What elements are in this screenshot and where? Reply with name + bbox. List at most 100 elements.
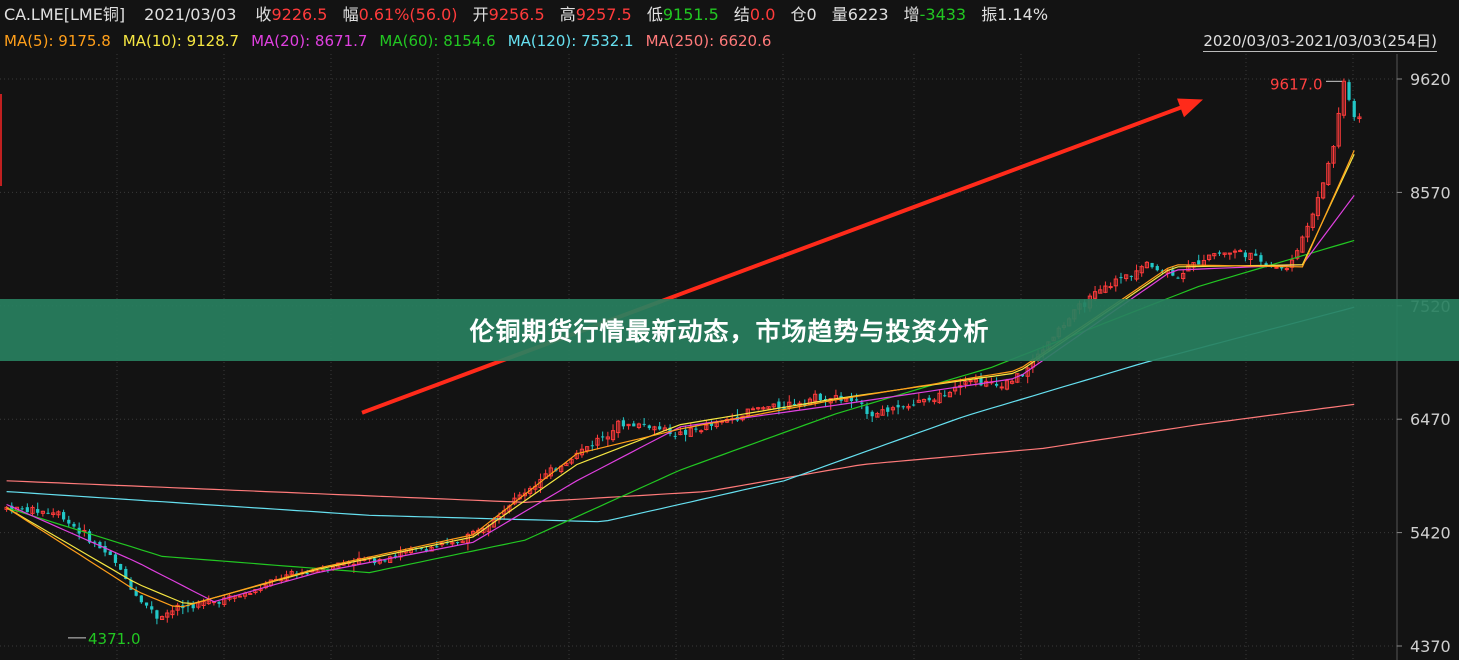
open-value: 9256.5 [488, 5, 545, 24]
candle-body [999, 386, 1004, 389]
candle-body [968, 380, 973, 383]
candle-body [994, 383, 999, 386]
candle-body [56, 511, 61, 516]
candle-body [113, 554, 118, 563]
candle-body [522, 492, 528, 497]
candle-body [248, 593, 253, 596]
banner-title: 伦铜期货行情最新动态，市场趋势与投资分析 [469, 317, 990, 346]
change-value: 0.61%(56.0) [358, 5, 458, 24]
candle-body [1144, 261, 1149, 269]
candle-body [1227, 252, 1232, 255]
candle-body [206, 600, 211, 605]
candle-body [372, 558, 377, 564]
candle-body [30, 506, 35, 514]
trend-arrow-head [1177, 98, 1203, 118]
candle-body [1004, 380, 1010, 390]
y-tick-label: 5420 [1410, 524, 1451, 543]
candle-body [647, 425, 651, 429]
candle-body [1176, 277, 1180, 279]
candle-body [1243, 252, 1247, 258]
candle-body [1217, 252, 1222, 254]
title-banner: 伦铜期货行情最新动态，市场趋势与投资分析 [0, 299, 1459, 361]
candle-body [217, 602, 221, 604]
candle-body [886, 407, 890, 412]
ma-line-ma120 [6, 306, 1355, 523]
candle-body [393, 555, 397, 557]
candle-body [792, 403, 797, 405]
candle-body [1119, 277, 1123, 279]
y-tick-label: 6470 [1410, 410, 1451, 429]
candle-body [1098, 289, 1103, 294]
candle-body [943, 395, 947, 397]
candle-body [1171, 269, 1175, 276]
candle-body [1129, 275, 1133, 277]
candle-body [912, 404, 916, 406]
candle-body [694, 428, 698, 430]
candle-body [979, 378, 983, 386]
candle-body [963, 380, 968, 385]
candle-body [756, 407, 761, 410]
high-value: 9257.5 [575, 5, 632, 24]
candle-body [865, 406, 869, 414]
candle-body [921, 398, 927, 403]
candle-body [1295, 250, 1300, 259]
high-annotation: 9617.0 [1270, 75, 1323, 93]
candle-body [875, 413, 880, 418]
candle-body [787, 401, 792, 409]
candle-body [777, 401, 781, 408]
candle-body [1020, 374, 1025, 377]
candle-body [1259, 255, 1263, 262]
candle-body [626, 423, 631, 427]
oi-label: 仓 [790, 5, 807, 24]
candle-body [1321, 182, 1326, 199]
candle-body [818, 393, 822, 401]
candle-body [855, 399, 859, 401]
candle-body [595, 437, 600, 446]
candle-body [10, 505, 14, 512]
trend-arrow-shaft [361, 102, 1190, 415]
candle-body [548, 467, 553, 477]
volume-value: 6223 [847, 5, 889, 24]
candle-body [40, 510, 45, 514]
candle-body [636, 423, 642, 429]
y-tick-label: 4370 [1410, 637, 1451, 656]
candle-body [150, 606, 154, 610]
candle-body [1092, 291, 1098, 299]
candle-body [1181, 272, 1186, 280]
candle-body [72, 523, 76, 527]
candle-body [569, 458, 574, 464]
candle-body [1232, 250, 1238, 253]
settle-label: 结 [733, 5, 750, 24]
change-label: 幅 [342, 5, 359, 24]
ma-legend-item: MA(60): 8154.6 [379, 32, 496, 50]
candle-body [870, 411, 874, 417]
candle-body [1305, 225, 1310, 238]
candle-body [1124, 274, 1129, 280]
candle-body [947, 391, 953, 398]
candle-body [470, 530, 476, 535]
candle-body [1331, 146, 1336, 164]
candle-body [20, 508, 24, 510]
candle-body [901, 406, 905, 408]
candle-body [46, 512, 50, 514]
candle-body [103, 545, 107, 553]
candle-body [1113, 278, 1118, 287]
candle-body [564, 462, 569, 467]
candle-body [745, 408, 750, 416]
date-range-selector[interactable]: 2020/03/03-2021/03/03(254日) [1203, 32, 1437, 52]
candle-body [460, 540, 465, 544]
candle-body [906, 405, 911, 409]
ma-line-ma20 [6, 195, 1355, 603]
candle-body [1155, 266, 1159, 271]
y-tick-label: 8570 [1410, 183, 1451, 202]
candle-body [1347, 82, 1351, 100]
candle-body [237, 595, 242, 598]
candle-body [590, 445, 594, 447]
candle-body [984, 380, 989, 387]
candle-body [62, 512, 66, 520]
candle-body [1206, 254, 1212, 261]
candle-body [1280, 266, 1284, 269]
candle-body [1222, 252, 1227, 255]
candle-body [305, 573, 309, 575]
low-label: 低 [646, 5, 663, 24]
